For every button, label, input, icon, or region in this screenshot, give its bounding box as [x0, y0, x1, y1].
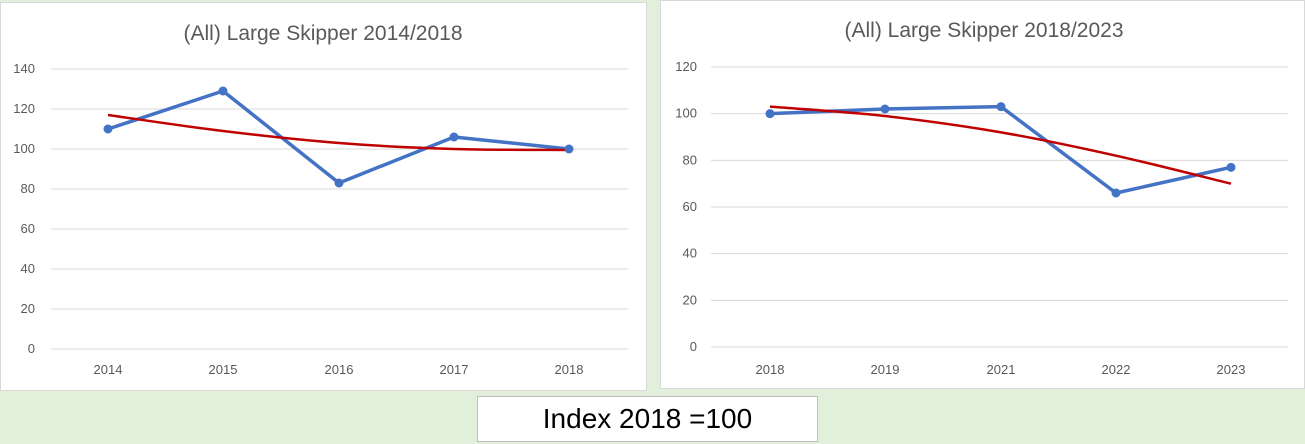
y-tick-label: 140 — [13, 61, 35, 76]
data-point — [880, 104, 890, 114]
x-tick-label: 2022 — [1102, 362, 1131, 377]
chart-panel-right: (All) Large Skipper 2018/2023 0 20 40 60 80 10… — [660, 0, 1305, 389]
y-tick-label: 100 — [675, 106, 697, 121]
chart-left-svg: (All) Large Skipper 2014/2018 0 20 40 60 80 10… — [13, 22, 628, 377]
x-tick-label: 2018 — [555, 362, 584, 377]
x-tick-label: 2014 — [94, 362, 123, 377]
trend-line — [769, 105, 1232, 185]
x-tick-label: 2018 — [756, 362, 785, 377]
x-tick-label: 2019 — [871, 362, 900, 377]
data-point — [218, 86, 228, 96]
chart-right-svg: (All) Large Skipper 2018/2023 0 20 40 60 80 10… — [675, 19, 1288, 377]
y-tick-label: 20 — [683, 292, 697, 307]
series-line — [107, 89, 570, 185]
y-tick-label: 80 — [21, 181, 35, 196]
x-tick-label: 2021 — [987, 362, 1016, 377]
chart-title: (All) Large Skipper 2014/2018 — [183, 22, 462, 45]
y-tick-label: 20 — [21, 301, 35, 316]
data-point — [1226, 162, 1236, 172]
x-tick-label: 2023 — [1217, 362, 1246, 377]
chart-panel-left: (All) Large Skipper 2014/2018 0 20 40 60 80 10… — [0, 2, 647, 391]
chart-title: (All) Large Skipper 2018/2023 — [844, 19, 1123, 42]
data-point — [1111, 188, 1121, 198]
y-tick-label: 60 — [21, 221, 35, 236]
x-tick-label: 2017 — [440, 362, 469, 377]
data-point — [449, 132, 459, 142]
y-tick-label: 80 — [683, 152, 697, 167]
data-point — [334, 178, 344, 188]
series-line — [769, 104, 1232, 195]
y-tick-label: 0 — [690, 339, 697, 354]
x-tick-label: 2015 — [209, 362, 238, 377]
data-point — [103, 124, 113, 134]
y-tick-label: 40 — [683, 246, 697, 261]
data-point — [996, 102, 1006, 112]
y-tick-label: 120 — [675, 59, 697, 74]
y-tick-label: 60 — [683, 199, 697, 214]
y-tick-label: 0 — [28, 341, 35, 356]
index-note: Index 2018 =100 — [477, 396, 818, 442]
data-point — [765, 109, 775, 119]
data-point — [564, 144, 574, 154]
y-tick-label: 100 — [13, 141, 35, 156]
trend-line — [107, 113, 570, 152]
y-tick-label: 120 — [13, 101, 35, 116]
index-note-text: Index 2018 =100 — [542, 403, 753, 434]
x-tick-label: 2016 — [325, 362, 354, 377]
y-tick-label: 40 — [21, 261, 35, 276]
